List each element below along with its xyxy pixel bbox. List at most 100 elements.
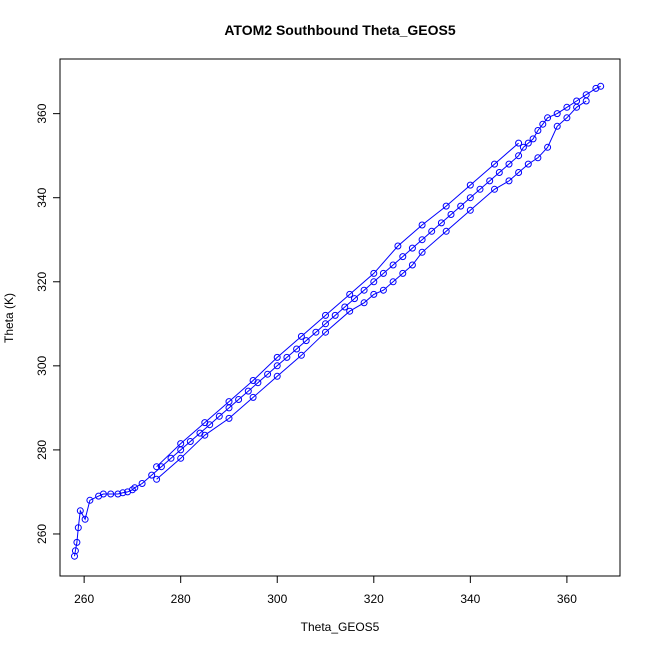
- data-point: [389, 278, 397, 286]
- data-point: [553, 122, 561, 130]
- x-axis: 260 280 300 320 340 360: [74, 575, 577, 606]
- data-point: [99, 490, 107, 498]
- x-tick-label: 260: [74, 592, 94, 606]
- data-point: [534, 154, 542, 162]
- data-point: [322, 328, 329, 336]
- data-point: [138, 480, 146, 487]
- data-point: [573, 103, 581, 111]
- data-point: [515, 169, 523, 176]
- data-point: [539, 120, 547, 128]
- y-axis-label: Theta (K): [2, 293, 16, 343]
- y-tick-label: 320: [35, 271, 49, 291]
- data-point: [148, 471, 156, 479]
- data-point: [447, 211, 455, 218]
- data-point: [370, 278, 378, 286]
- data-point: [495, 169, 503, 176]
- data-point: [331, 311, 339, 319]
- data-point: [293, 345, 301, 353]
- data-point: [466, 206, 474, 214]
- data-point: [107, 490, 115, 498]
- x-axis-label: Theta_GEOS5: [301, 620, 380, 634]
- data-point: [74, 524, 82, 532]
- data-point: [408, 261, 416, 269]
- data-point: [215, 412, 223, 420]
- data-point: [370, 290, 378, 298]
- data-point: [225, 414, 233, 422]
- data-point: [408, 244, 416, 252]
- series-line: [156, 100, 587, 480]
- data-point: [360, 286, 368, 294]
- data-point: [351, 295, 358, 303]
- data-point: [249, 377, 257, 384]
- data-point: [428, 227, 436, 235]
- data-point: [491, 160, 498, 168]
- data-point: [81, 515, 89, 523]
- y-tick-label: 300: [35, 356, 49, 376]
- data-point: [225, 398, 233, 406]
- data-point: [312, 328, 320, 336]
- data-point: [360, 299, 368, 307]
- y-tick-label: 260: [35, 524, 49, 544]
- data-point: [442, 202, 450, 210]
- data-point: [466, 194, 474, 202]
- data-point: [153, 475, 161, 483]
- data-point: [114, 490, 122, 498]
- y-tick-label: 340: [35, 187, 49, 207]
- data-point: [563, 103, 571, 111]
- data-point: [346, 290, 354, 298]
- y-tick-label: 280: [35, 440, 49, 460]
- data-point: [76, 507, 84, 515]
- plot-area: [71, 82, 605, 560]
- plot-frame: [59, 58, 621, 577]
- x-tick-label: 280: [171, 592, 191, 606]
- x-tick-label: 320: [364, 592, 384, 606]
- data-point: [442, 227, 450, 235]
- data-point: [457, 202, 465, 210]
- data-point: [379, 269, 387, 277]
- data-point: [235, 396, 243, 403]
- data-point: [201, 419, 209, 427]
- data-point: [302, 337, 310, 345]
- data-point: [131, 484, 139, 492]
- data-point: [418, 221, 426, 229]
- data-point: [553, 110, 561, 118]
- data-point: [244, 387, 252, 395]
- data-point: [71, 547, 79, 555]
- data-point: [399, 269, 407, 277]
- y-tick-label: 360: [35, 103, 49, 123]
- data-point: [249, 393, 257, 401]
- data-point: [544, 114, 552, 122]
- data-point: [322, 311, 329, 319]
- data-point: [264, 370, 272, 378]
- data-point: [201, 431, 209, 439]
- series-line: [156, 142, 519, 468]
- data-point: [515, 139, 523, 147]
- data-point: [399, 253, 407, 261]
- data-point: [119, 489, 127, 497]
- data-point: [486, 177, 494, 185]
- data-point: [563, 114, 571, 122]
- data-point: [297, 332, 305, 340]
- data-point: [379, 286, 387, 294]
- data-point: [283, 353, 291, 361]
- data-point: [491, 185, 498, 193]
- data-point: [177, 440, 185, 448]
- data-point: [389, 261, 397, 269]
- data-point: [394, 242, 402, 250]
- data-point: [418, 248, 426, 256]
- series-line: [74, 85, 601, 557]
- series-1: [71, 82, 605, 560]
- data-point: [370, 269, 378, 277]
- x-tick-label: 360: [557, 592, 577, 606]
- data-point: [534, 127, 542, 134]
- data-point: [177, 454, 185, 462]
- data-point: [437, 219, 445, 227]
- data-point: [167, 454, 175, 462]
- data-point: [524, 139, 532, 147]
- data-point: [529, 135, 537, 143]
- data-point: [597, 82, 605, 90]
- data-point: [273, 372, 281, 380]
- data-point: [466, 181, 474, 189]
- data-point: [273, 362, 281, 370]
- data-point: [157, 463, 165, 471]
